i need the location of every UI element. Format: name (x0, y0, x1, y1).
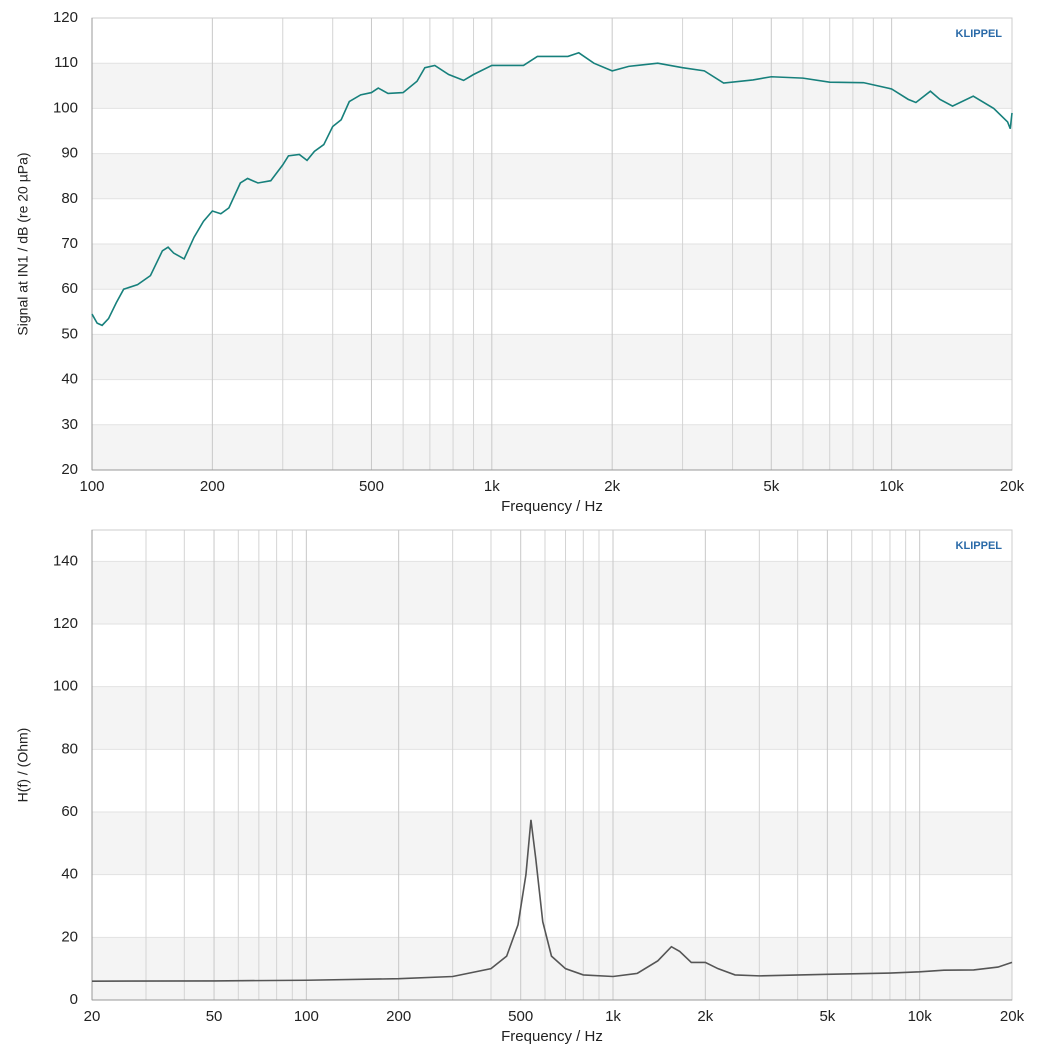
y-axis-label: H(f) / (Ohm) (15, 728, 31, 803)
x-tick-label: 10k (880, 478, 905, 495)
x-tick-label: 10k (908, 1008, 933, 1025)
grid-band (92, 63, 1012, 109)
grid-band (92, 424, 1012, 470)
grid-band (92, 334, 1012, 380)
y-tick-label: 30 (61, 416, 78, 433)
y-tick-label: 20 (61, 461, 78, 478)
grid-band (92, 561, 1012, 624)
y-tick-label: 20 (61, 928, 78, 945)
x-tick-label: 500 (359, 478, 384, 495)
x-tick-label: 100 (79, 478, 104, 495)
y-axis-label: Signal at IN1 / dB (re 20 µPa) (15, 152, 31, 335)
y-tick-label: 120 (53, 9, 78, 26)
grid-band (92, 153, 1012, 199)
x-axis-label: Frequency / Hz (501, 1028, 603, 1045)
grid-band (92, 244, 1012, 290)
x-axis-label: Frequency / Hz (501, 498, 603, 515)
y-tick-label: 0 (70, 991, 78, 1008)
x-tick-label: 1k (484, 478, 500, 495)
grid-band (92, 686, 1012, 750)
y-tick-label: 100 (53, 678, 78, 695)
y-tick-label: 80 (61, 740, 78, 757)
y-tick-label: 40 (61, 866, 78, 883)
x-tick-label: 200 (200, 478, 225, 495)
y-tick-label: 140 (53, 552, 78, 569)
x-tick-label: 5k (819, 1008, 835, 1025)
x-tick-label: 20 (84, 1008, 101, 1025)
x-tick-label: 500 (508, 1008, 533, 1025)
x-tick-label: 2k (604, 478, 620, 495)
x-tick-label: 200 (386, 1008, 411, 1025)
x-tick-label: 1k (605, 1008, 621, 1025)
y-tick-label: 80 (61, 190, 78, 207)
x-tick-label: 20k (1000, 1008, 1025, 1025)
x-tick-label: 5k (763, 478, 779, 495)
y-tick-label: 120 (53, 615, 78, 632)
x-tick-label: 100 (294, 1008, 319, 1025)
x-tick-label: 2k (697, 1008, 713, 1025)
y-tick-label: 90 (61, 145, 78, 162)
grid-band (92, 937, 1012, 1000)
y-tick-label: 60 (61, 280, 78, 297)
x-tick-label: 20k (1000, 478, 1025, 495)
logo: KLIPPEL (956, 540, 1003, 552)
data-line (91, 819, 1013, 982)
y-tick-label: 40 (61, 371, 78, 388)
y-tick-label: 100 (53, 99, 78, 116)
data-line (91, 51, 1013, 327)
x-tick-label: 50 (206, 1008, 223, 1025)
y-tick-label: 110 (54, 54, 78, 71)
grid-band (92, 812, 1012, 875)
y-tick-label: 70 (61, 235, 78, 252)
y-tick-label: 60 (61, 803, 78, 820)
logo: KLIPPEL (956, 28, 1003, 40)
y-tick-label: 50 (61, 325, 78, 342)
